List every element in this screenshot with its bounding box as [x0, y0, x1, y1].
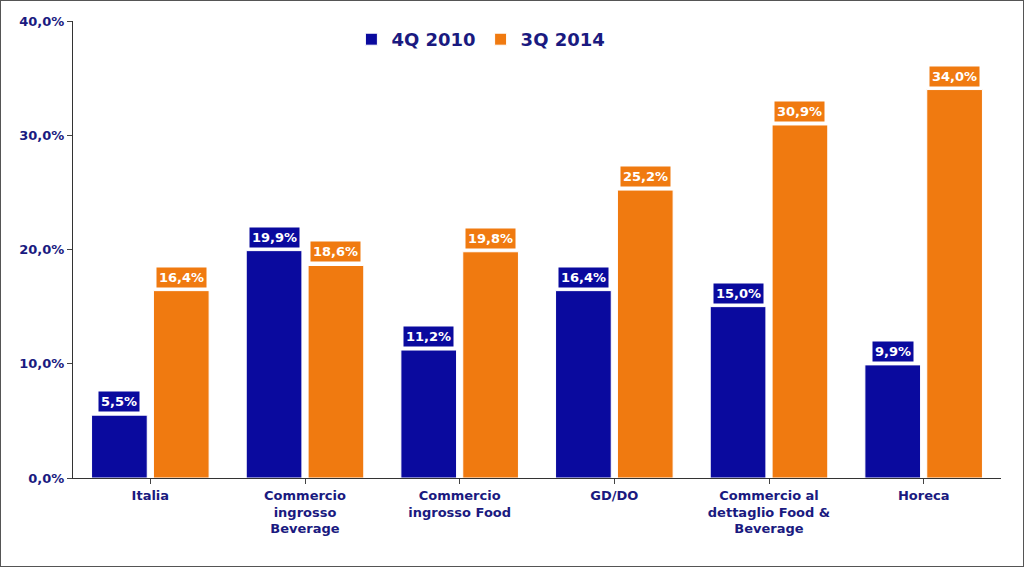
svg-text:10,0%: 10,0%: [19, 356, 64, 371]
svg-text:0,0%: 0,0%: [28, 471, 64, 486]
svg-text:Commercio aldettaglio Food &Be: Commercio aldettaglio Food &Beverage: [708, 488, 830, 537]
svg-text:GD/DO: GD/DO: [590, 488, 638, 503]
svg-text:19,9%: 19,9%: [252, 230, 297, 245]
svg-text:40,0%: 40,0%: [19, 14, 64, 29]
svg-text:9,9%: 9,9%: [875, 344, 911, 359]
svg-text:19,8%: 19,8%: [468, 231, 513, 246]
svg-text:Commercioingrosso Food: Commercioingrosso Food: [408, 488, 511, 520]
svg-text:Italia: Italia: [132, 488, 170, 503]
svg-text:20,0%: 20,0%: [19, 242, 64, 257]
svg-text:30,9%: 30,9%: [777, 104, 822, 119]
svg-text:15,0%: 15,0%: [716, 286, 761, 301]
svg-text:5,5%: 5,5%: [101, 394, 137, 409]
svg-text:25,2%: 25,2%: [623, 169, 668, 184]
svg-text:11,2%: 11,2%: [406, 329, 451, 344]
svg-text:34,0%: 34,0%: [932, 69, 977, 84]
svg-text:CommercioingrossoBeverage: CommercioingrossoBeverage: [264, 488, 346, 537]
svg-text:18,6%: 18,6%: [313, 244, 358, 259]
svg-text:3Q 2014: 3Q 2014: [521, 29, 605, 50]
svg-text:16,4%: 16,4%: [561, 270, 606, 285]
svg-text:16,4%: 16,4%: [159, 270, 204, 285]
svg-text:30,0%: 30,0%: [19, 128, 64, 143]
svg-text:4Q 2010: 4Q 2010: [391, 29, 475, 50]
svg-text:Horeca: Horeca: [898, 488, 950, 503]
